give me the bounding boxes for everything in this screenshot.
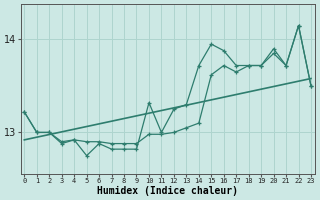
X-axis label: Humidex (Indice chaleur): Humidex (Indice chaleur) [97,186,238,196]
